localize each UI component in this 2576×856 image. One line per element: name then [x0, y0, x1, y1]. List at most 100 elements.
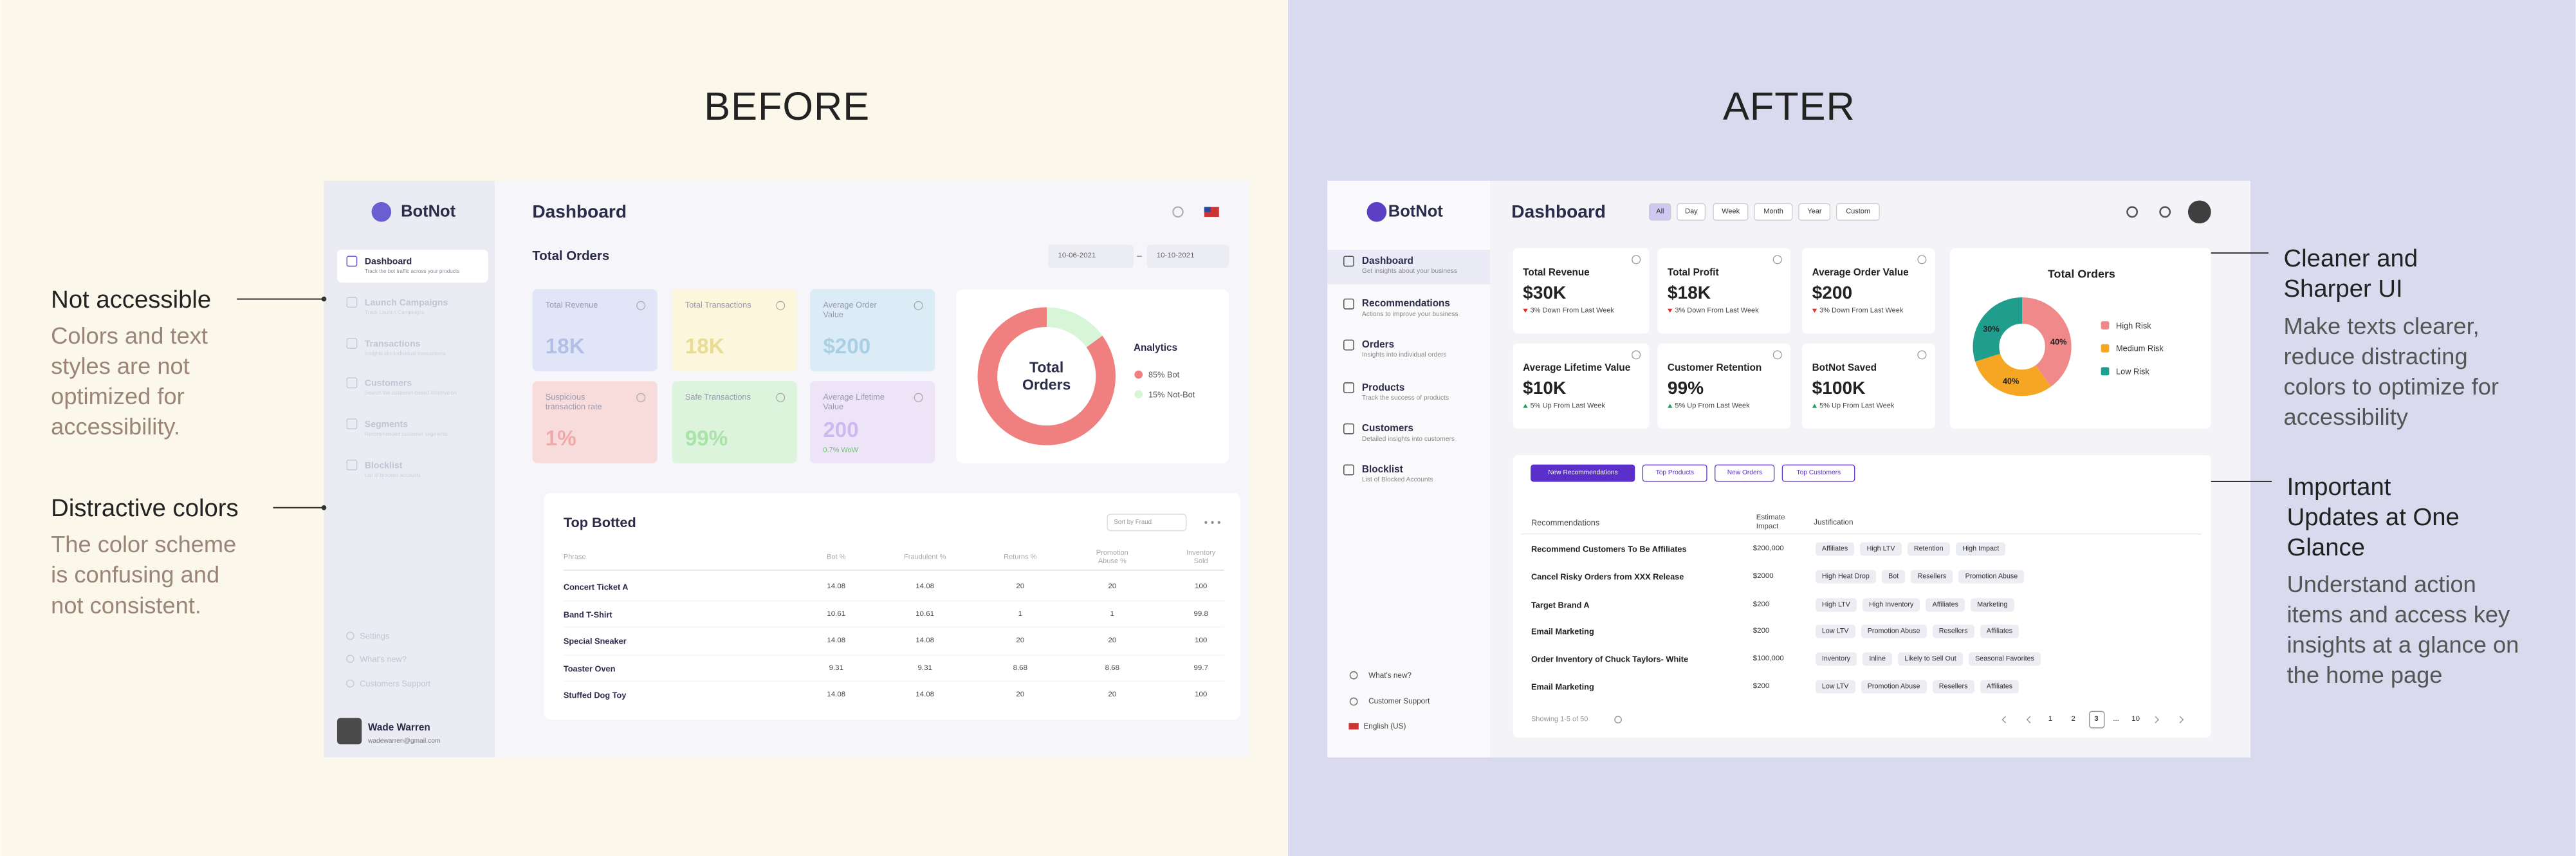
card-note: 3% Down From Last Week: [1675, 306, 1759, 315]
nav-label[interactable]: Blocklist: [1361, 464, 1403, 476]
footer-icon: [345, 679, 354, 688]
nav-label[interactable]: Customers: [1361, 423, 1413, 434]
bell-icon: [2159, 206, 2171, 218]
section-heading: AFTER: [1722, 84, 1855, 129]
sidebar-footer-item[interactable]: What's new?: [360, 654, 407, 664]
annotation-title: Cleaner and Sharper UI: [2283, 244, 2418, 303]
table-cell: 14.08: [915, 582, 935, 590]
donut-arc: [1973, 297, 2072, 396]
sidebar-footer-item[interactable]: Settings: [360, 631, 390, 641]
nav-label[interactable]: Products: [1361, 382, 1405, 393]
card-value: 1%: [545, 426, 576, 451]
help-icon: [1632, 255, 1641, 265]
page-number[interactable]: 3: [2094, 715, 2099, 723]
filter-label[interactable]: Week: [1722, 207, 1740, 216]
tag-list: Affiliates High LTV Retention High Impact: [1815, 542, 2006, 556]
nav-label[interactable]: Orders: [1361, 339, 1395, 351]
trend-arrow: [1523, 308, 1528, 313]
legend-dot: [1134, 370, 1143, 379]
tag-chip: Marketing: [1971, 598, 2014, 612]
filter-label[interactable]: Year: [1807, 207, 1822, 216]
table-cell: 8.68: [1013, 664, 1027, 673]
nav-sub: Track the bot traffic across your produc…: [364, 268, 460, 275]
card-label: Safe Transactions: [685, 392, 751, 402]
annotation-body: Understand action items and access key i…: [2286, 570, 2519, 688]
tag-chip: Affiliates: [1980, 680, 2019, 694]
table-cell: 14.08: [827, 582, 846, 590]
tag-chip: Affiliates: [1815, 542, 1855, 556]
help-icon: [636, 301, 646, 310]
column-header: Phrase: [563, 553, 586, 561]
legend-swatch: [2101, 344, 2110, 353]
sidebar-footer-item[interactable]: Customers Support: [360, 678, 431, 689]
donut-label: 40%: [2050, 337, 2067, 347]
help-icon: [1917, 350, 1927, 360]
section-title: Total Orders: [532, 249, 610, 264]
avatar: [336, 718, 362, 745]
nav-icon: [1343, 464, 1354, 476]
tag-chip: Inventory: [1815, 652, 1857, 666]
date-box: [1048, 245, 1134, 268]
page-number[interactable]: 2: [2071, 715, 2075, 723]
card-label: Customer Retention: [1667, 362, 1762, 373]
metric-card: [532, 289, 658, 371]
card-note: 5% Up From Last Week: [1675, 402, 1750, 410]
tab-label[interactable]: Top Products: [1655, 469, 1695, 477]
table-cell: 8.68: [1105, 664, 1119, 673]
page-number[interactable]: 10: [2131, 715, 2140, 723]
filter-button: [1677, 203, 1706, 221]
tag-list: High LTV High Inventory Affiliates Marketin…: [1815, 598, 2014, 612]
help-icon: [914, 393, 923, 402]
filter-label[interactable]: Day: [1685, 207, 1698, 216]
row-impact: $200,000: [1753, 544, 1784, 552]
card-value: 99%: [1667, 377, 1704, 398]
sidebar-footer-item[interactable]: Customer Support: [1368, 697, 1430, 706]
annotation-dot: [321, 505, 327, 510]
nav-label[interactable]: Customers: [364, 377, 412, 388]
donut-arc: [1973, 297, 2072, 396]
annotation-body: The color scheme is confusing and not co…: [51, 531, 237, 619]
card-label: BotNot Saved: [1812, 362, 1877, 373]
page-number[interactable]: ...: [2113, 715, 2119, 723]
nav-sub: Search the customer-based information: [364, 390, 457, 396]
nav-label[interactable]: Segments: [364, 418, 408, 429]
tag-chip: High LTV: [1860, 542, 1902, 556]
filter-label[interactable]: Custom: [1846, 207, 1871, 216]
nav-sub: Get insights about your business: [1361, 267, 1457, 275]
tag-chip: Seasonal Favorites: [1968, 652, 2041, 666]
nav-label[interactable]: Recommendations: [1361, 298, 1450, 310]
nav-label[interactable]: Dashboard: [364, 256, 412, 266]
metric-card: [1657, 248, 1791, 334]
metric-card: [810, 289, 935, 371]
page-number[interactable]: 1: [2048, 715, 2053, 723]
tab-label[interactable]: Top Customers: [1796, 469, 1841, 477]
nav-label[interactable]: Dashboard: [1361, 255, 1413, 266]
nav-label[interactable]: Blocklist: [364, 460, 403, 470]
date-to[interactable]: 10-10-2021: [1156, 252, 1195, 260]
date-from[interactable]: 10-06-2021: [1058, 252, 1096, 260]
table-cell: 14.08: [915, 691, 935, 699]
nav-label[interactable]: Launch Campaigns: [364, 297, 448, 308]
filter-label[interactable]: All: [1656, 207, 1664, 216]
column-header: Recommendations: [1531, 517, 1600, 528]
table-cell: 14.08: [915, 637, 935, 644]
sidebar-footer-item[interactable]: English (US): [1363, 721, 1406, 730]
sidebar-footer-item[interactable]: What's new?: [1368, 671, 1412, 680]
tag-chip: Resellers: [1932, 624, 1974, 638]
nav-icon: [1343, 423, 1354, 434]
annotation-body: Colors and text styles are not optimized…: [51, 322, 208, 440]
nav-label[interactable]: Transactions: [364, 338, 421, 349]
first-page-icon: [2001, 716, 2007, 723]
filter-label[interactable]: Month: [1763, 207, 1783, 216]
table-cell: 99.7: [1193, 664, 1208, 673]
filter-button: [1798, 203, 1831, 221]
table-cell: 20: [1016, 691, 1025, 699]
metric-card: [810, 381, 935, 463]
logo: [1366, 201, 1387, 222]
row-title: Email Marketing: [1531, 626, 1594, 636]
tab-label[interactable]: New Recommendations: [1548, 469, 1618, 477]
tab-label[interactable]: New Orders: [1727, 469, 1763, 477]
nav-sub: List of blocked accounts: [364, 472, 421, 478]
sort-select[interactable]: Sort by Fraud: [1114, 519, 1152, 526]
